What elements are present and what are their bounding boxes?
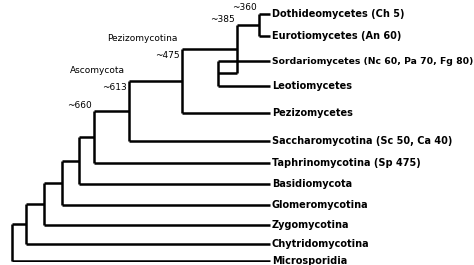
Text: ~475: ~475 (155, 51, 180, 60)
Text: Chytridomycotina: Chytridomycotina (272, 239, 369, 249)
Text: ~360: ~360 (232, 3, 256, 12)
Text: ~613: ~613 (102, 82, 127, 91)
Text: Dothideomycetes (Ch 5): Dothideomycetes (Ch 5) (272, 9, 404, 19)
Text: Basidiomycota: Basidiomycota (272, 179, 352, 189)
Text: Zygomycotina: Zygomycotina (272, 220, 349, 230)
Text: Ascomycota: Ascomycota (70, 66, 125, 75)
Text: ~660: ~660 (67, 101, 91, 110)
Text: ~385: ~385 (210, 15, 235, 24)
Text: Glomeromycotina: Glomeromycotina (272, 200, 368, 210)
Text: Saccharomycotina (Sc 50, Ca 40): Saccharomycotina (Sc 50, Ca 40) (272, 136, 452, 146)
Text: Microsporidia: Microsporidia (272, 256, 347, 265)
Text: Leotiomycetes: Leotiomycetes (272, 81, 352, 91)
Text: Taphrinomycotina (Sp 475): Taphrinomycotina (Sp 475) (272, 158, 420, 168)
Text: Pezizomycetes: Pezizomycetes (272, 108, 353, 118)
Text: Pezizomycotina: Pezizomycotina (107, 34, 178, 43)
Text: Sordariomycetes (Nc 60, Pa 70, Fg 80): Sordariomycetes (Nc 60, Pa 70, Fg 80) (272, 57, 473, 65)
Text: Eurotiomycetes (An 60): Eurotiomycetes (An 60) (272, 32, 401, 41)
